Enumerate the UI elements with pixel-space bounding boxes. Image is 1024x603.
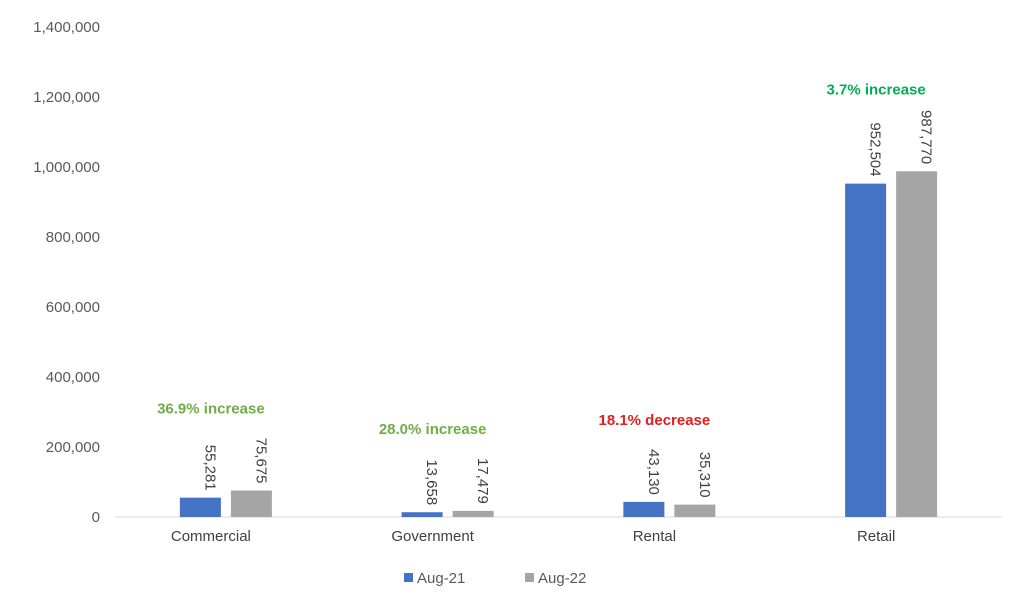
legend-label: Aug-21: [417, 570, 465, 587]
annotation-label: 28.0% increase: [379, 421, 487, 438]
data-label: 987,770: [918, 110, 935, 164]
y-tick-label: 400,000: [46, 369, 100, 386]
x-tick-label: Government: [391, 528, 474, 545]
bar-aug-22: [452, 510, 494, 517]
y-tick-label: 0: [92, 509, 100, 526]
bar-aug-21: [401, 512, 443, 517]
bars: [179, 171, 938, 517]
bar-aug-21: [179, 497, 221, 517]
data-label: 952,504: [867, 122, 884, 176]
bar-aug-22: [674, 504, 716, 517]
data-label: 35,310: [696, 452, 713, 498]
data-label: 55,281: [201, 445, 218, 491]
annotation-label: 36.9% increase: [157, 401, 265, 418]
x-axis: Commercial Government Rental Retail: [171, 528, 895, 545]
data-labels: 55,281 75,675 13,658 17,479 43,130 35,310 952,…: [201, 110, 934, 505]
y-tick-label: 600,000: [46, 299, 100, 316]
y-tick-label: 1,000,000: [33, 159, 100, 176]
bar-aug-22: [230, 490, 272, 517]
bar-aug-22: [896, 171, 938, 517]
legend: Aug-21 Aug-22: [404, 570, 586, 587]
annotation-label: 18.1% decrease: [598, 412, 710, 429]
y-axis: 0 200,000 400,000 600,000 800,000 1,000,000 1,…: [33, 19, 100, 526]
annotation-label: 3.7% increase: [827, 81, 926, 98]
x-tick-label: Rental: [633, 528, 676, 545]
x-tick-label: Commercial: [171, 528, 251, 545]
y-tick-label: 800,000: [46, 229, 100, 246]
annotations: 36.9% increase 28.0% increase 18.1% decrea…: [157, 81, 926, 438]
data-label: 13,658: [423, 459, 440, 505]
legend-label: Aug-22: [538, 570, 586, 587]
bar-aug-21: [845, 183, 887, 517]
legend-swatch: [404, 573, 413, 582]
y-tick-label: 200,000: [46, 439, 100, 456]
y-tick-label: 1,400,000: [33, 19, 100, 36]
x-tick-label: Retail: [857, 528, 895, 545]
data-label: 43,130: [645, 449, 662, 495]
legend-swatch: [525, 573, 534, 582]
data-label: 17,479: [474, 458, 491, 504]
data-label: 75,675: [252, 438, 269, 484]
bar-aug-21: [623, 501, 665, 517]
y-tick-label: 1,200,000: [33, 89, 100, 106]
